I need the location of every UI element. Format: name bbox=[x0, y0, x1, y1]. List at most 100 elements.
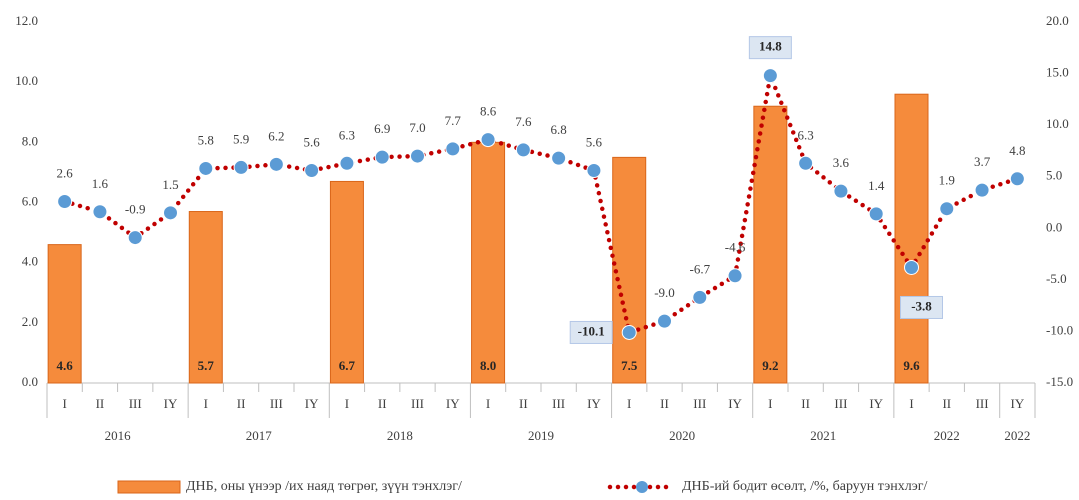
x-tick-label: III bbox=[552, 396, 565, 411]
x-tick-label: III bbox=[270, 396, 283, 411]
x-tick-label: IY bbox=[446, 396, 460, 411]
line-marker bbox=[762, 68, 778, 84]
line-value-label: 3.7 bbox=[974, 154, 991, 169]
x-tick-label: II bbox=[942, 396, 951, 411]
bar-value-label: 4.6 bbox=[57, 358, 74, 373]
line-value-label: 7.0 bbox=[409, 120, 425, 135]
label-box bbox=[569, 320, 613, 344]
line-value-label: -9.0 bbox=[654, 285, 675, 300]
line-value-label: 6.2 bbox=[268, 128, 284, 143]
line-marker bbox=[515, 142, 531, 158]
line-marker bbox=[621, 324, 637, 340]
line-marker bbox=[551, 150, 567, 166]
x-group-label: 2021 bbox=[810, 428, 836, 443]
x-group-label: 2017 bbox=[246, 428, 273, 443]
x-tick-label: III bbox=[693, 396, 706, 411]
y-tick-label: 8.0 bbox=[22, 133, 38, 148]
legend-swatch bbox=[117, 480, 181, 494]
line-marker bbox=[833, 183, 849, 199]
line-value-label: 3.6 bbox=[833, 155, 850, 170]
y-tick-label: 12.0 bbox=[15, 13, 38, 28]
bar-value-label: 5.7 bbox=[198, 358, 215, 373]
y2-tick-label: 0.0 bbox=[1046, 219, 1062, 234]
x-tick-label: II bbox=[801, 396, 810, 411]
line-marker bbox=[480, 132, 496, 148]
x-tick-label: III bbox=[129, 396, 142, 411]
y2-tick-label: -10.0 bbox=[1046, 322, 1073, 337]
line-value-label: 7.6 bbox=[515, 114, 532, 129]
x-group-label: 2020 bbox=[669, 428, 695, 443]
line-marker bbox=[586, 163, 602, 179]
bar-value-label: 6.7 bbox=[339, 358, 356, 373]
bar bbox=[188, 211, 223, 384]
legend-label: ДНБ-ий бодит өсөлт, /%, баруун тэнхлэг/ bbox=[682, 479, 927, 494]
x-tick-label: IY bbox=[869, 396, 883, 411]
line-marker bbox=[198, 160, 214, 176]
x-tick-label: I bbox=[345, 396, 349, 411]
line-marker bbox=[268, 156, 284, 172]
line-value-label: 5.6 bbox=[586, 135, 603, 150]
line-marker bbox=[727, 268, 743, 284]
line-marker bbox=[233, 159, 249, 175]
label-box bbox=[900, 295, 943, 319]
line-value-label: 5.6 bbox=[304, 135, 321, 150]
x-group-label: 2019 bbox=[528, 428, 554, 443]
legend-marker bbox=[636, 481, 648, 493]
x-tick-label: II bbox=[237, 396, 246, 411]
y-tick-label: 6.0 bbox=[22, 193, 38, 208]
line-marker bbox=[57, 193, 73, 209]
line-marker bbox=[868, 206, 884, 222]
line-marker bbox=[374, 149, 390, 165]
line-value-label: 6.9 bbox=[374, 121, 390, 136]
x-tick-label: I bbox=[62, 396, 66, 411]
x-tick-label: I bbox=[768, 396, 772, 411]
x-tick-label: II bbox=[519, 396, 528, 411]
line-marker bbox=[163, 205, 178, 221]
y-tick-label: 0.0 bbox=[22, 374, 38, 389]
x-tick-label: IY bbox=[164, 396, 178, 411]
line-value-label: 5.9 bbox=[233, 131, 249, 146]
label-box bbox=[748, 36, 792, 60]
line-marker bbox=[657, 313, 672, 329]
line-value-label: 1.6 bbox=[92, 176, 109, 191]
bar-value-label: 7.5 bbox=[621, 358, 638, 373]
x-tick-label: I bbox=[909, 396, 913, 411]
line-value-label: 6.3 bbox=[339, 127, 355, 142]
x-tick-label: IY bbox=[305, 396, 319, 411]
bar-value-label: 9.6 bbox=[903, 358, 920, 373]
x-tick-label: IY bbox=[587, 396, 601, 411]
x-tick-label: I bbox=[204, 396, 208, 411]
y-tick-label: 4.0 bbox=[22, 254, 38, 269]
line-marker bbox=[92, 204, 108, 220]
x-tick-label: III bbox=[411, 396, 424, 411]
line-marker bbox=[939, 201, 955, 217]
x-group-label: 2022 bbox=[934, 428, 960, 443]
y2-tick-label: 15.0 bbox=[1046, 65, 1069, 80]
line-value-label: 1.9 bbox=[939, 173, 955, 188]
line-value-label: 2.6 bbox=[57, 165, 74, 180]
bar bbox=[47, 244, 82, 384]
line-marker bbox=[127, 230, 143, 246]
x-tick-label: I bbox=[486, 396, 490, 411]
x-tick-label: III bbox=[976, 396, 989, 411]
legend-label: ДНБ, оны үнээр /их наяд төгрөг, зүүн тэн… bbox=[186, 479, 462, 494]
x-tick-label: II bbox=[96, 396, 105, 411]
x-group-label: 2022 bbox=[1004, 428, 1030, 443]
line-value-label: -3.8 bbox=[911, 298, 932, 313]
bar bbox=[894, 93, 929, 384]
line-value-label: 4.8 bbox=[1009, 143, 1025, 158]
bar bbox=[612, 156, 647, 384]
line-marker bbox=[798, 155, 814, 171]
line-marker bbox=[904, 259, 919, 275]
y2-tick-label: 5.0 bbox=[1046, 168, 1062, 183]
line-value-label: 14.8 bbox=[759, 39, 782, 54]
line-value-label: 1.4 bbox=[868, 178, 885, 193]
x-tick-label: III bbox=[834, 396, 847, 411]
x-group-label: 2018 bbox=[387, 428, 413, 443]
x-tick-label: II bbox=[378, 396, 387, 411]
line-value-label: 5.8 bbox=[198, 132, 214, 147]
bar-value-label: 9.2 bbox=[762, 358, 778, 373]
line-value-label: -6.7 bbox=[689, 261, 710, 276]
line-marker bbox=[1009, 171, 1025, 187]
